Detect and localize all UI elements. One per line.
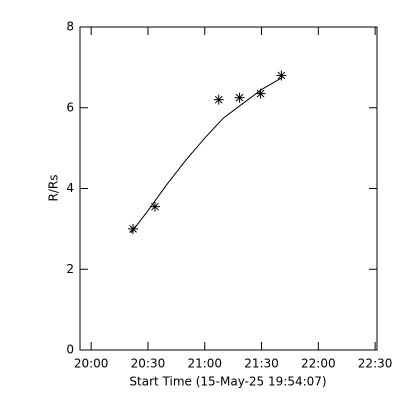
plot-frame <box>79 26 378 351</box>
x-tick-label: 22:30 <box>358 357 393 371</box>
data-point <box>128 223 139 234</box>
x-axis-title: Start Time (15-May-25 19:54:07) <box>129 375 326 389</box>
y-tick-label: 8 <box>66 20 74 34</box>
y-tick-label: 0 <box>66 343 74 357</box>
asterisk-stroke <box>256 89 265 98</box>
asterisk-stroke <box>277 71 286 80</box>
data-point <box>234 92 245 103</box>
y-tick-label: 6 <box>66 100 74 114</box>
x-tick-label: 20:30 <box>131 357 166 371</box>
y-tick-label: 4 <box>66 181 74 195</box>
x-tick-label: 20:00 <box>74 357 109 371</box>
x-tick-label: 22:00 <box>301 357 336 371</box>
asterisk-stroke <box>151 202 159 211</box>
asterisk-stroke <box>214 95 223 104</box>
y-axis-title: R/Rs <box>47 175 61 202</box>
data-point <box>276 70 287 81</box>
x-tick-label: 21:30 <box>244 357 279 371</box>
y-tick-label: 2 <box>66 262 74 276</box>
fit-curve <box>130 77 283 234</box>
asterisk-stroke <box>235 93 244 102</box>
x-tick-label: 21:00 <box>187 357 222 371</box>
data-point <box>213 94 224 105</box>
